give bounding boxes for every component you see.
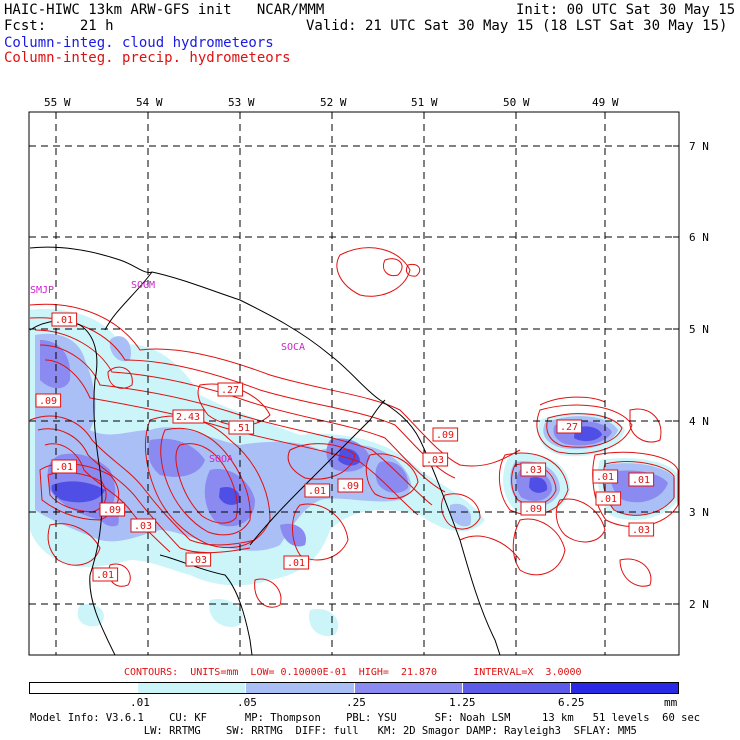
- contour-value-label: .01: [51, 312, 78, 327]
- svg-text:.03: .03: [134, 521, 152, 532]
- colorbar-swatch: [138, 683, 247, 693]
- lat-label: 2 N: [689, 598, 709, 611]
- svg-text:.09: .09: [39, 396, 57, 407]
- contour-value-label: .51: [228, 420, 255, 435]
- svg-text:.27: .27: [221, 385, 239, 396]
- contour-value-label: .03: [422, 452, 449, 467]
- lon-labels: 55 W 54 W 53 W 52 W 51 W 50 W 49 W: [44, 96, 619, 109]
- colorbar-swatch: [354, 683, 463, 693]
- svg-text:.01: .01: [599, 494, 617, 505]
- station-label: SOOA: [209, 454, 233, 465]
- contour-value-label: .03: [130, 518, 157, 533]
- svg-text:.03: .03: [189, 555, 207, 566]
- legend-precip-hydrometeors: Column-integ. precip. hydrometeors: [4, 50, 291, 66]
- svg-text:.27: .27: [560, 422, 578, 433]
- contour-value-label: .09: [432, 427, 459, 442]
- contour-value-label: .09: [35, 393, 62, 408]
- contour-labels: .01 .09 2.43 .27 .51 .09 .01 .03 .01 .03 .01 .01 .09…: [35, 312, 655, 582]
- contour-value-label: .03: [185, 552, 212, 567]
- forecast-hour: Fcst: 21 h: [4, 18, 114, 34]
- svg-text:.01: .01: [596, 472, 614, 483]
- svg-text:.01: .01: [308, 486, 326, 497]
- svg-text:2.43: 2.43: [176, 412, 200, 423]
- contour-value-label: .01: [51, 459, 78, 474]
- contour-value-label: .01: [92, 567, 119, 582]
- svg-text:.03: .03: [426, 455, 444, 466]
- lon-label: 54 W: [136, 96, 163, 109]
- colorbar-tick: 1.25: [449, 696, 476, 709]
- colorbar-swatch: [246, 683, 355, 693]
- station-label: SOCA: [281, 342, 305, 353]
- svg-text:.09: .09: [341, 481, 359, 492]
- lat-label: 5 N: [689, 323, 709, 336]
- lat-label: 6 N: [689, 231, 709, 244]
- contour-value-label: .27: [556, 419, 583, 434]
- legend-cloud-hydrometeors: Column-integ. cloud hydrometeors: [4, 35, 274, 51]
- model-title: HAIC-HIWC 13km ARW-GFS init NCAR/MMM: [4, 2, 325, 18]
- lon-label: 52 W: [320, 96, 347, 109]
- svg-text:.01: .01: [287, 558, 305, 569]
- svg-text:.51: .51: [232, 423, 250, 434]
- contour-value-label: 2.43: [172, 409, 205, 424]
- svg-text:.03: .03: [632, 525, 650, 536]
- colorbar-tick: 6.25: [558, 696, 585, 709]
- svg-text:.01: .01: [55, 462, 73, 473]
- lon-label: 50 W: [503, 96, 530, 109]
- coastline-boundaries: [29, 246, 501, 656]
- map-frame: [28, 111, 680, 656]
- contour-value-label: .01: [283, 555, 310, 570]
- colorbar-tick: .01: [130, 696, 150, 709]
- lon-label: 53 W: [228, 96, 255, 109]
- contour-value-label: .01: [595, 491, 622, 506]
- contour-value-label: .09: [337, 478, 364, 493]
- contour-value-label: .01: [304, 483, 331, 498]
- contour-value-label: .03: [628, 522, 655, 537]
- svg-text:.03: .03: [524, 465, 542, 476]
- svg-text:.09: .09: [524, 504, 542, 515]
- svg-text:.01: .01: [632, 475, 650, 486]
- model-info-line1: Model Info: V3.6.1 CU: KF MP: Thompson P…: [30, 712, 701, 724]
- contour-value-label: .09: [99, 502, 126, 517]
- frame-ticks: [55, 112, 679, 605]
- svg-text:.09: .09: [103, 505, 121, 516]
- colorbar-tick: .05: [237, 696, 257, 709]
- lon-label: 49 W: [592, 96, 619, 109]
- init-time: Init: 00 UTC Sat 30 May 15: [516, 2, 736, 18]
- contour-value-label: .03: [520, 462, 547, 477]
- valid-time: Valid: 21 UTC Sat 30 May 15 (18 LST Sat …: [306, 18, 728, 34]
- colorbar-tick: .25: [346, 696, 366, 709]
- contour-value-label: .01: [628, 472, 655, 487]
- lon-label: 51 W: [411, 96, 438, 109]
- lat-labels: 7 N 6 N 5 N 4 N 3 N 2 N: [689, 140, 709, 611]
- lat-label: 4 N: [689, 415, 709, 428]
- svg-text:.01: .01: [96, 570, 114, 581]
- lat-label: 7 N: [689, 140, 709, 153]
- station-label: SMJP: [30, 285, 54, 296]
- colorbar-swatch: [30, 683, 139, 693]
- model-info-line2: LW: RRTMG SW: RRTMG DIFF: full KM: 2D Sm…: [30, 725, 637, 737]
- colorbar-swatch: [462, 683, 571, 693]
- lon-label: 55 W: [44, 96, 71, 109]
- station-labels: SMJP SOGM SOCA SOOA: [30, 280, 305, 465]
- station-label: SOGM: [131, 280, 155, 291]
- colorbar: [29, 682, 679, 694]
- contour-info: CONTOURS: UNITS=mm LOW= 0.10000E-01 HIGH…: [124, 667, 582, 678]
- colorbar-unit: mm: [664, 696, 678, 709]
- cloud-shading: [30, 309, 678, 637]
- colorbar-swatch: [570, 683, 679, 693]
- lat-label: 3 N: [689, 506, 709, 519]
- contour-value-label: .01: [592, 469, 619, 484]
- contour-value-label: .09: [520, 501, 547, 516]
- contour-value-label: .27: [217, 382, 244, 397]
- svg-text:.09: .09: [436, 430, 454, 441]
- svg-text:.01: .01: [55, 315, 73, 326]
